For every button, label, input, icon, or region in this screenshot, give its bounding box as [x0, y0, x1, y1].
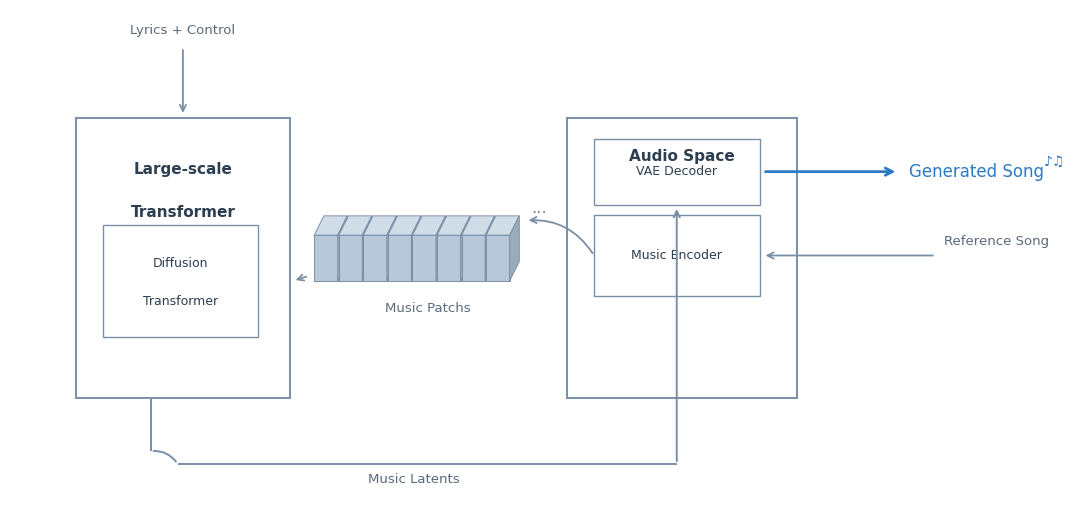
Text: Music Encoder: Music Encoder: [632, 249, 723, 262]
Polygon shape: [413, 216, 446, 235]
Text: Lyrics + Control: Lyrics + Control: [131, 24, 235, 37]
Polygon shape: [339, 216, 372, 235]
Polygon shape: [314, 216, 348, 235]
Polygon shape: [485, 216, 495, 281]
Polygon shape: [388, 216, 421, 235]
Bar: [363, 235, 387, 281]
Polygon shape: [486, 216, 519, 235]
FancyBboxPatch shape: [76, 118, 289, 398]
Bar: [461, 235, 485, 281]
FancyBboxPatch shape: [594, 215, 759, 296]
Text: VAE Decoder: VAE Decoder: [636, 165, 717, 178]
Text: Large-scale: Large-scale: [134, 161, 232, 177]
Text: Diffusion: Diffusion: [152, 257, 208, 270]
Text: Generated Song: Generated Song: [909, 162, 1044, 181]
Text: ...: ...: [531, 199, 546, 217]
Text: ♪♫: ♪♫: [1043, 154, 1065, 169]
FancyBboxPatch shape: [594, 138, 759, 205]
Bar: [339, 235, 362, 281]
Polygon shape: [338, 216, 348, 281]
Polygon shape: [461, 216, 495, 235]
Text: Transformer: Transformer: [143, 295, 218, 308]
Polygon shape: [362, 216, 372, 281]
Text: Music Latents: Music Latents: [368, 473, 460, 485]
Bar: [388, 235, 411, 281]
Polygon shape: [460, 216, 470, 281]
Text: Reference Song: Reference Song: [944, 235, 1050, 248]
FancyBboxPatch shape: [567, 118, 797, 398]
Text: Transformer: Transformer: [131, 205, 235, 220]
Polygon shape: [436, 216, 446, 281]
Polygon shape: [411, 216, 421, 281]
Polygon shape: [363, 216, 396, 235]
Text: Music Patchs: Music Patchs: [386, 303, 471, 315]
Polygon shape: [510, 216, 519, 281]
Bar: [314, 235, 338, 281]
Bar: [437, 235, 460, 281]
Bar: [413, 235, 436, 281]
Bar: [486, 235, 510, 281]
Polygon shape: [387, 216, 396, 281]
Polygon shape: [437, 216, 470, 235]
FancyBboxPatch shape: [103, 225, 258, 337]
Text: Audio Space: Audio Space: [630, 149, 735, 164]
